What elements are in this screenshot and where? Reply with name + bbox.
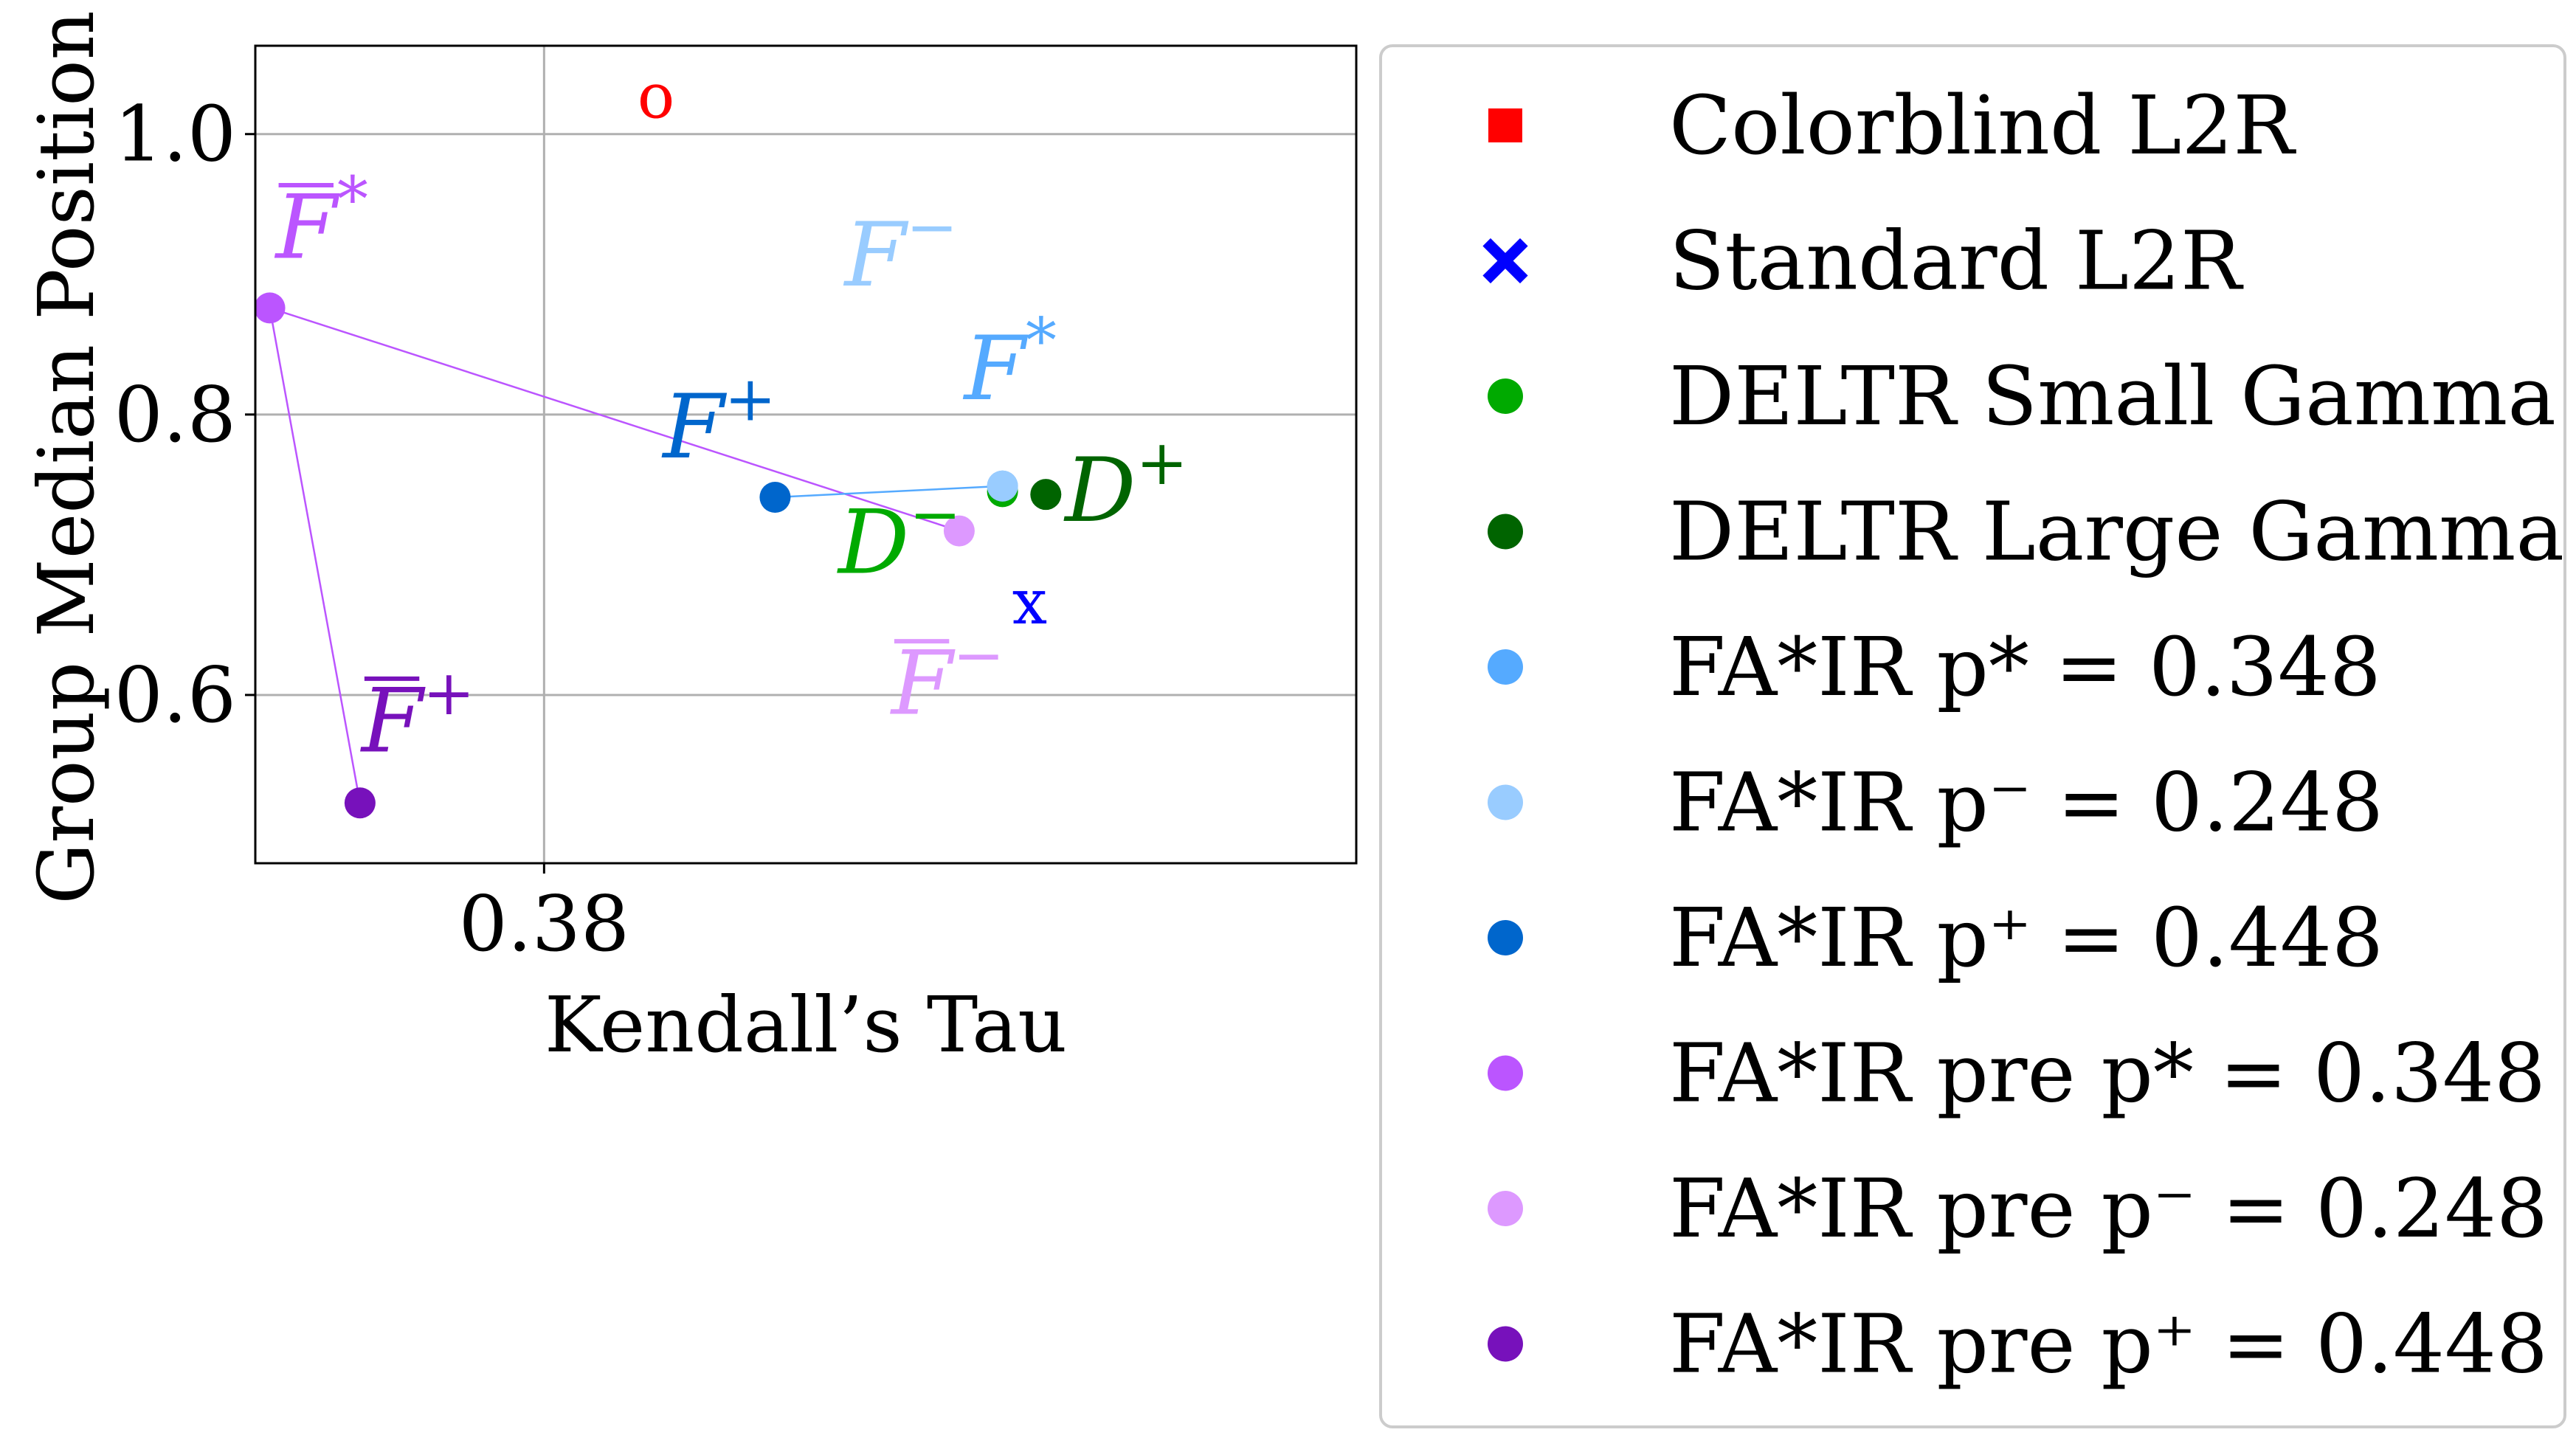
svg-text:F+: F+ [661,363,776,479]
legend-label: FA*IR pre p* = 0.348 [1669,1026,2546,1121]
data-point-pre_minus [943,515,975,547]
label-superscript: + [725,363,776,435]
legend-entry-deltr_small: DELTR Small Gamma [1488,349,2556,443]
legend-entry-pre_plus: FA*IR pre p⁺ = 0.448 [1488,1297,2548,1392]
legend-entry-fair_plus: FA*IR p⁺ = 0.448 [1488,891,2383,985]
connector-fair_plus-fair_star [775,485,1003,499]
label-base: o [638,60,675,133]
point-label-pre_star: F* [274,163,368,279]
legend-marker-standard [1482,238,1528,284]
label-base: F [274,176,340,279]
data-point-deltr_large [1030,479,1062,511]
svg-text:F*: F* [274,163,368,279]
label-superscript: − [906,190,958,263]
label-base: D [1063,440,1136,542]
label-base: D [837,491,909,594]
svg-text:F*: F* [963,304,1057,420]
label-base: F [890,633,956,736]
svg-text:D−: D− [837,478,961,594]
label-base: F [843,204,909,307]
connector-lines [269,307,1003,803]
point-label-colorblind: o [638,60,675,133]
legend-marker-fair_star [1488,649,1523,685]
legend-marker-pre_star [1488,1055,1523,1091]
legend-label: Colorblind L2R [1669,78,2296,173]
axis-ticks: 0.6 0.8 1.0 0.38 [114,89,630,969]
connector-pre_star-pre_plus [269,308,362,803]
grid-lines [255,46,1356,863]
legend-label: FA*IR p* = 0.348 [1669,620,2381,714]
point-label-pre_minus: F− [890,619,1005,735]
point-label-fair_minus: F− [843,190,959,306]
legend-entry-fair_minus: FA*IR p⁻ = 0.248 [1488,756,2383,850]
y-tick-label: 1.0 [114,89,236,179]
svg-text:F+: F+ [360,657,475,772]
label-base: F [963,318,1029,421]
point-label-fair_plus: F+ [661,363,776,479]
point-label-deltr_small: D− [837,478,961,594]
label-superscript: − [909,478,961,550]
legend-marker-pre_minus [1488,1191,1523,1226]
svg-text:o: o [638,60,675,133]
point-label-pre_plus: F+ [360,657,475,772]
legend-marker-fair_plus [1488,920,1523,955]
legend-label: FA*IR pre p⁻ = 0.248 [1669,1161,2548,1256]
legend-entry-pre_minus: FA*IR pre p⁻ = 0.248 [1488,1161,2548,1256]
legend-marker-fair_minus [1488,784,1523,820]
label-superscript: + [423,657,474,729]
svg-text:F−: F− [843,190,959,306]
legend-entry-pre_star: FA*IR pre p* = 0.348 [1488,1026,2546,1121]
point-label-deltr_large: D+ [1063,426,1188,542]
label-superscript: − [953,619,1004,691]
data-markers [254,292,1062,819]
x-tick-label: 0.38 [459,879,630,969]
data-point-pre_star [254,292,286,324]
legend-marker-colorblind [1488,108,1522,142]
svg-text:x: x [1012,566,1047,638]
label-base: F [360,670,426,772]
label-superscript: + [1136,426,1188,499]
legend: Colorblind L2R Standard L2R DELTR Small Ga… [1379,44,2566,1428]
x-axis-label: Kendall’s Tau [545,980,1067,1070]
point-labels: oxD− D+F*F−F+F*F−F+ [274,60,1188,773]
label-base: F [661,376,727,479]
legend-marker-deltr_large [1488,514,1523,550]
legend-entry-fair_star: FA*IR p* = 0.348 [1488,620,2381,714]
legend-marker-pre_plus [1488,1326,1523,1362]
legend-frame [1379,44,2566,1428]
plot-frame [254,44,1358,865]
legend-entry-deltr_large: DELTR Large Gamma [1488,485,2564,579]
point-label-fair_star: F* [963,304,1057,420]
point-label-standard: x [1012,566,1047,638]
legend-label: DELTR Large Gamma [1669,485,2564,579]
legend-label: FA*IR pre p⁺ = 0.448 [1669,1297,2548,1392]
legend-entry-colorblind: Colorblind L2R [1488,78,2296,173]
label-superscript: * [1026,304,1057,376]
y-axis-label: Group Median Position [21,10,111,905]
legend-label: FA*IR p⁺ = 0.448 [1669,891,2383,985]
svg-text:D+: D+ [1063,426,1188,542]
legend-entry-standard: Standard L2R [1482,214,2244,308]
label-base: x [1012,566,1047,638]
data-point-fair_plus [759,481,791,513]
y-tick-label: 0.8 [114,370,236,460]
legend-marker-deltr_small [1488,378,1523,414]
data-point-fair_minus [987,470,1018,502]
legend-label: Standard L2R [1669,214,2244,308]
data-point-pre_plus [344,787,376,819]
y-tick-label: 0.6 [114,650,236,740]
label-superscript: * [337,163,368,235]
svg-text:F−: F− [890,619,1005,735]
legend-label: FA*IR p⁻ = 0.248 [1669,756,2383,850]
legend-label: DELTR Small Gamma [1669,349,2556,443]
legend-items: Colorblind L2R Standard L2R DELTR Small Ga… [1482,78,2564,1392]
